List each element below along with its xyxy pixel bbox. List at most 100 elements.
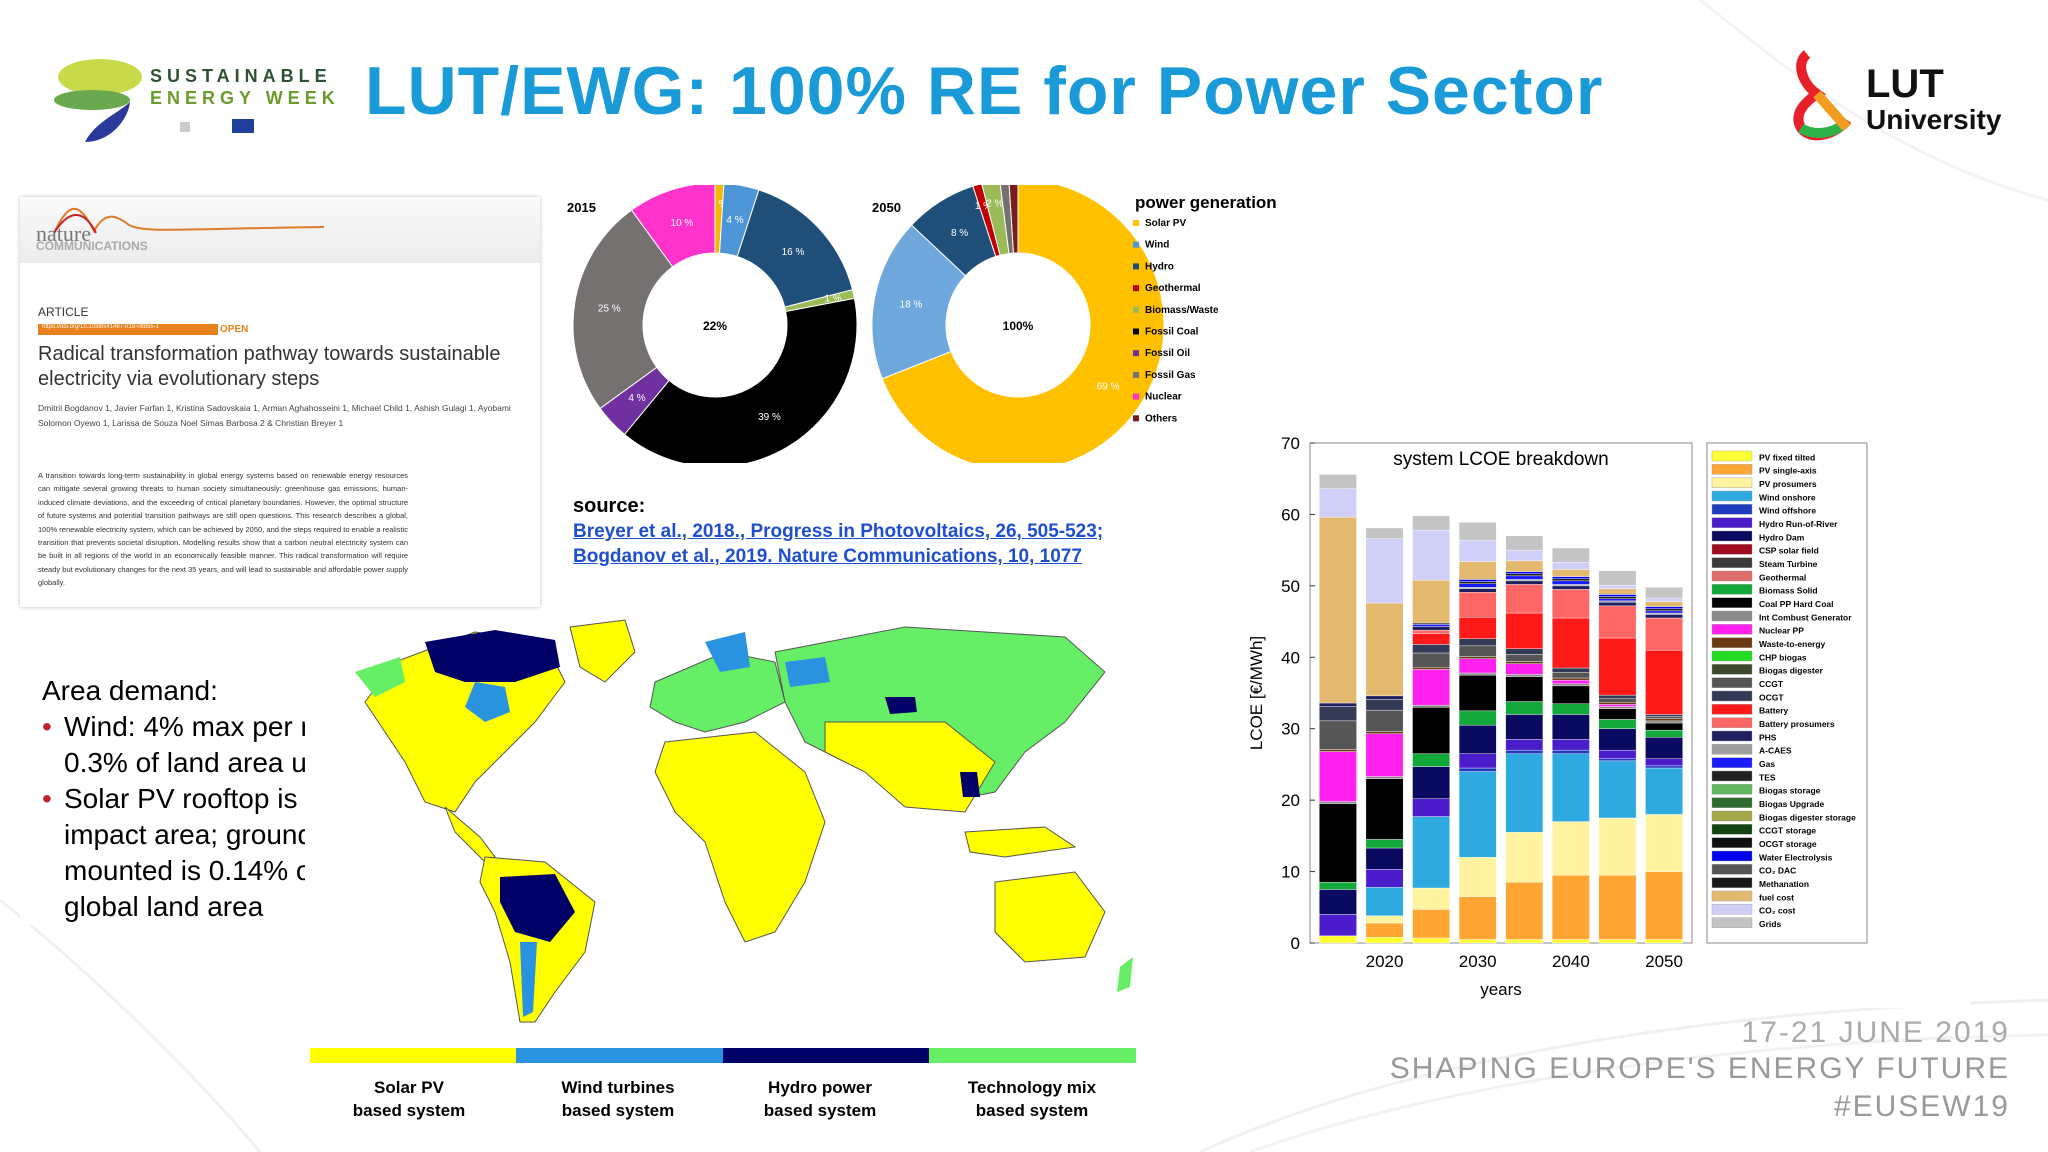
lcoe-chart: system LCOE breakdown0102030405060702020… <box>1247 434 1868 999</box>
lcoe-legend-swatch <box>1711 664 1753 675</box>
lcoe-bar-segment <box>1412 766 1450 799</box>
legend-swatch <box>1133 350 1139 357</box>
lcoe-bar-segment <box>1645 587 1683 599</box>
lcoe-bar-segment <box>1458 583 1497 588</box>
lcoe-bar-segment <box>1645 718 1683 722</box>
lcoe-bar-segment <box>1458 561 1497 580</box>
lcoe-legend-swatch <box>1711 784 1753 795</box>
sew-logo-icon <box>54 59 254 142</box>
lcoe-bar-segment <box>1598 939 1637 944</box>
lcoe-legend-swatch <box>1711 864 1753 875</box>
event-slogan: SHAPING EUROPE'S ENERGY FUTURE <box>1389 1052 2010 1085</box>
lcoe-bar-segment <box>1458 753 1497 769</box>
lcoe-legend-label: CO₂ cost <box>1759 906 1796 916</box>
donut-slice-label: 4 % <box>726 215 743 226</box>
lcoe-bar-segment <box>1598 706 1637 709</box>
map-legend-label-hydro: Hydro power based system <box>763 1078 877 1120</box>
sew-title-line1: SUSTAINABLE <box>150 66 332 86</box>
lcoe-legend-swatch <box>1711 637 1753 648</box>
donut-slice <box>623 297 858 468</box>
lcoe-bar-segment <box>1365 527 1404 539</box>
lcoe-bar-segment <box>1598 602 1637 607</box>
lcoe-legend-swatch <box>1711 624 1753 635</box>
lcoe-bar-segment <box>1319 702 1357 707</box>
lcoe-bar-segment <box>1552 703 1590 715</box>
lcoe-bar-segment <box>1645 729 1683 738</box>
reference-link-breyer[interactable]: Breyer et al., 2018., Progress in Photov… <box>573 521 1104 542</box>
lcoe-bar-segment <box>1319 706 1357 722</box>
nature-logo-icon <box>53 207 325 234</box>
lcoe-bar-segment <box>1412 816 1450 889</box>
lcoe-bar-segment <box>1505 661 1544 664</box>
lcoe-bar-segment <box>1598 605 1637 639</box>
lcoe-bar-segment <box>1458 724 1497 754</box>
map-legend-swatch-wind <box>516 1048 723 1063</box>
donut-slice-label: 4 % <box>628 393 645 404</box>
lcoe-bar-segment <box>1365 776 1404 779</box>
lcoe-bar-segment <box>1598 728 1637 751</box>
donut-center-label: 100% <box>1003 319 1034 333</box>
donut-slice-label: 1 % <box>710 199 727 210</box>
y-tick-label: 60 <box>1281 505 1300 524</box>
donut-slice-label: 18 % <box>900 300 923 311</box>
lcoe-bar-segment <box>1645 612 1683 615</box>
paper-abstract: A transition towards long-term sustainab… <box>38 471 408 588</box>
lcoe-bar-segment <box>1645 608 1683 612</box>
map-region-africa <box>654 731 826 943</box>
lcoe-bar-segment <box>1412 644 1450 654</box>
lcoe-bar-segment <box>1319 474 1357 489</box>
lcoe-legend-label: Int Combust Generator <box>1759 612 1852 622</box>
lcoe-legend-swatch <box>1711 450 1753 462</box>
legend-label: Fossil Coal <box>1145 327 1199 338</box>
lcoe-bar-segment <box>1365 699 1404 711</box>
reference-link-bogdanov[interactable]: Bogdanov et al., 2019. Nature Communicat… <box>573 546 1082 567</box>
lcoe-bar-segment <box>1645 714 1683 717</box>
map-region-russia-wind <box>785 657 830 687</box>
lcoe-bar-segment <box>1365 937 1404 944</box>
legend-swatch <box>1133 285 1139 292</box>
lcoe-bar-segment <box>1365 847 1404 870</box>
donut-2015-chart: 2015 1 % 4 % 16 % 1 % 39 % 4 % 25 % 10 % 22% <box>567 182 858 468</box>
legend-swatch <box>1133 371 1139 378</box>
lcoe-legend-label: Coal PP Hard Coal <box>1759 599 1833 609</box>
lcoe-bar-segment <box>1505 674 1544 677</box>
lcoe-bar-segment <box>1319 488 1357 518</box>
lcoe-legend-label: Biomass Solid <box>1759 586 1818 596</box>
y-tick-label: 0 <box>1291 934 1300 953</box>
donut-center-label: 22% <box>703 319 727 333</box>
legend-swatch <box>1133 415 1139 422</box>
lcoe-legend-label: Grids <box>1759 919 1781 929</box>
lcoe-bar-segment <box>1598 694 1637 699</box>
lut-logo-icon <box>1793 50 1852 141</box>
lcoe-bar-segment <box>1505 580 1544 585</box>
lcoe-bar-segment <box>1552 584 1590 587</box>
lcoe-bar-segment <box>1365 709 1404 732</box>
event-date: 17-21 JUNE 2019 <box>1741 1016 2010 1049</box>
doi-link[interactable]: https://doi.org/10.1038/s41467-019-08855… <box>38 324 218 335</box>
legend-label: Biomass/Waste <box>1145 305 1219 316</box>
map-legend-bar <box>310 1048 1136 1063</box>
legend-swatch <box>1133 328 1139 335</box>
legend-label: Fossil Gas <box>1145 370 1196 381</box>
lcoe-bar-segment <box>1598 698 1637 703</box>
lcoe-bar-segment <box>1505 584 1544 614</box>
lcoe-bar-segment <box>1598 874 1637 940</box>
lcoe-bar-segment <box>1552 874 1590 940</box>
map-legend-label-mix: Technology mix based system <box>967 1078 1097 1120</box>
map-region-indonesia <box>964 826 1077 858</box>
lcoe-legend-swatch <box>1711 704 1753 715</box>
lcoe-bar-segment <box>1458 771 1497 858</box>
lcoe-bar-segment <box>1645 597 1683 602</box>
lcoe-bar-segment <box>1412 633 1450 645</box>
map-region-canada-north <box>425 630 560 682</box>
y-axis-label: LCOE [€/MWh] <box>1247 636 1266 750</box>
x-tick-label: 2040 <box>1552 952 1590 971</box>
y-tick-label: 10 <box>1281 863 1300 882</box>
lcoe-legend-swatch <box>1711 797 1753 808</box>
lcoe-bar-segment <box>1458 658 1497 674</box>
lcoe-bar-segment <box>1645 610 1683 614</box>
lcoe-legend-label: CHP biogas <box>1759 652 1807 662</box>
map-region-argentina-wind <box>520 942 537 1017</box>
lcoe-bar-segment <box>1552 580 1590 585</box>
source-box: source: Breyer et al., 2018., Progress i… <box>568 463 1103 613</box>
